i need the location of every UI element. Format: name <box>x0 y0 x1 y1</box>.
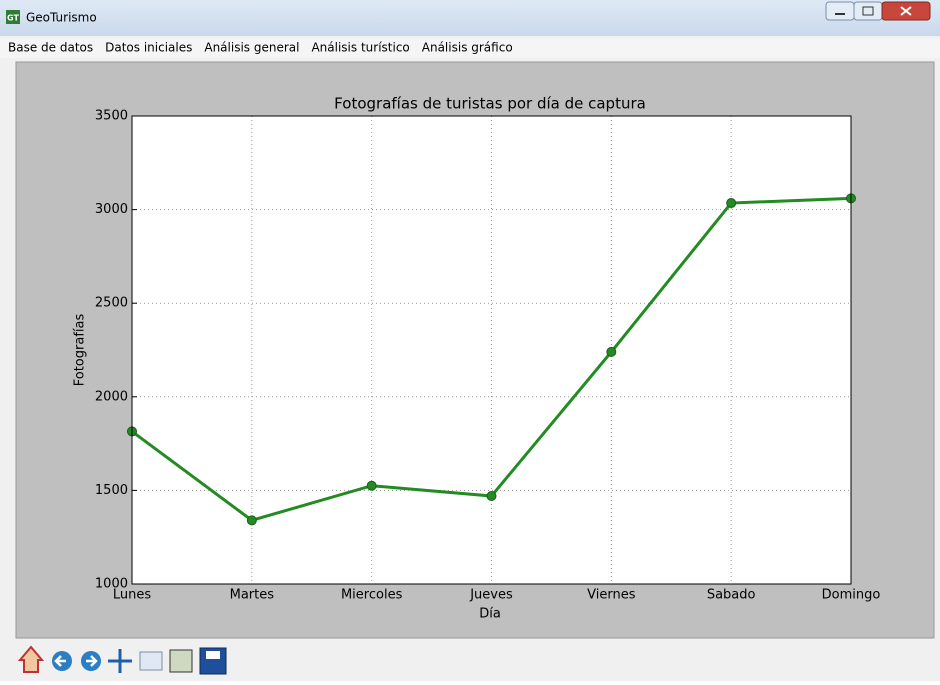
menu-item[interactable]: Análisis gráfico <box>422 41 513 55</box>
data-point <box>366 480 377 491</box>
chart-title: Fotografías de turistas por día de captu… <box>334 95 646 113</box>
back-icon <box>54 655 66 667</box>
zoom-button[interactable] <box>139 651 163 671</box>
plot-frame <box>131 115 852 585</box>
x-tick-label: Viernes <box>587 588 636 603</box>
data-point <box>486 491 497 502</box>
forward-icon <box>86 655 98 667</box>
maximize-button[interactable] <box>853 1 883 21</box>
x-tick-label: Lunes <box>113 588 151 603</box>
menu-item[interactable]: Datos iniciales <box>105 41 192 55</box>
maximize-icon <box>862 6 874 16</box>
menu-item[interactable]: Base de datos <box>8 41 93 55</box>
x-tick-label: Jueves <box>469 588 513 603</box>
x-axis-label: Día <box>479 607 501 622</box>
menu-item[interactable]: Análisis turístico <box>311 41 409 55</box>
close-icon <box>900 6 912 16</box>
x-tick-label: Miercoles <box>341 588 403 603</box>
x-tick-label: Domingo <box>822 588 881 603</box>
x-tick-label: Sabado <box>707 588 756 603</box>
y-tick-label: 1500 <box>95 483 128 498</box>
app-icon-text: GT <box>7 14 19 23</box>
plot-area <box>132 116 851 584</box>
data-point <box>726 198 737 209</box>
x-tick-label: Martes <box>230 588 275 603</box>
save-icon <box>206 651 220 659</box>
data-point <box>606 346 617 357</box>
home-button[interactable] <box>17 645 45 673</box>
menu: Base de datos Datos iniciales Análisis gen… <box>8 41 513 55</box>
menu-bar <box>0 38 940 58</box>
minimize-button[interactable] <box>825 1 855 21</box>
configure-button[interactable] <box>169 649 193 673</box>
y-tick-label: 3500 <box>95 109 128 124</box>
title-bar <box>0 0 940 36</box>
chart: 1000 1500 2000 2500 3000 3500 Lunes Martes Mierc… <box>95 109 880 603</box>
window-title: GeoTurismo <box>26 11 97 25</box>
y-axis-label: Fotografías <box>73 314 88 387</box>
y-tick-label: 2500 <box>95 296 128 311</box>
y-tick-label: 3000 <box>95 202 128 217</box>
data-point <box>246 515 257 526</box>
app-icon <box>6 10 20 24</box>
menu-item[interactable]: Análisis general <box>204 41 299 55</box>
y-tick-label: 2000 <box>95 389 128 404</box>
y-tick-label: 1000 <box>95 577 128 592</box>
toolbar-icons <box>17 645 227 675</box>
pan-button[interactable] <box>108 649 132 673</box>
